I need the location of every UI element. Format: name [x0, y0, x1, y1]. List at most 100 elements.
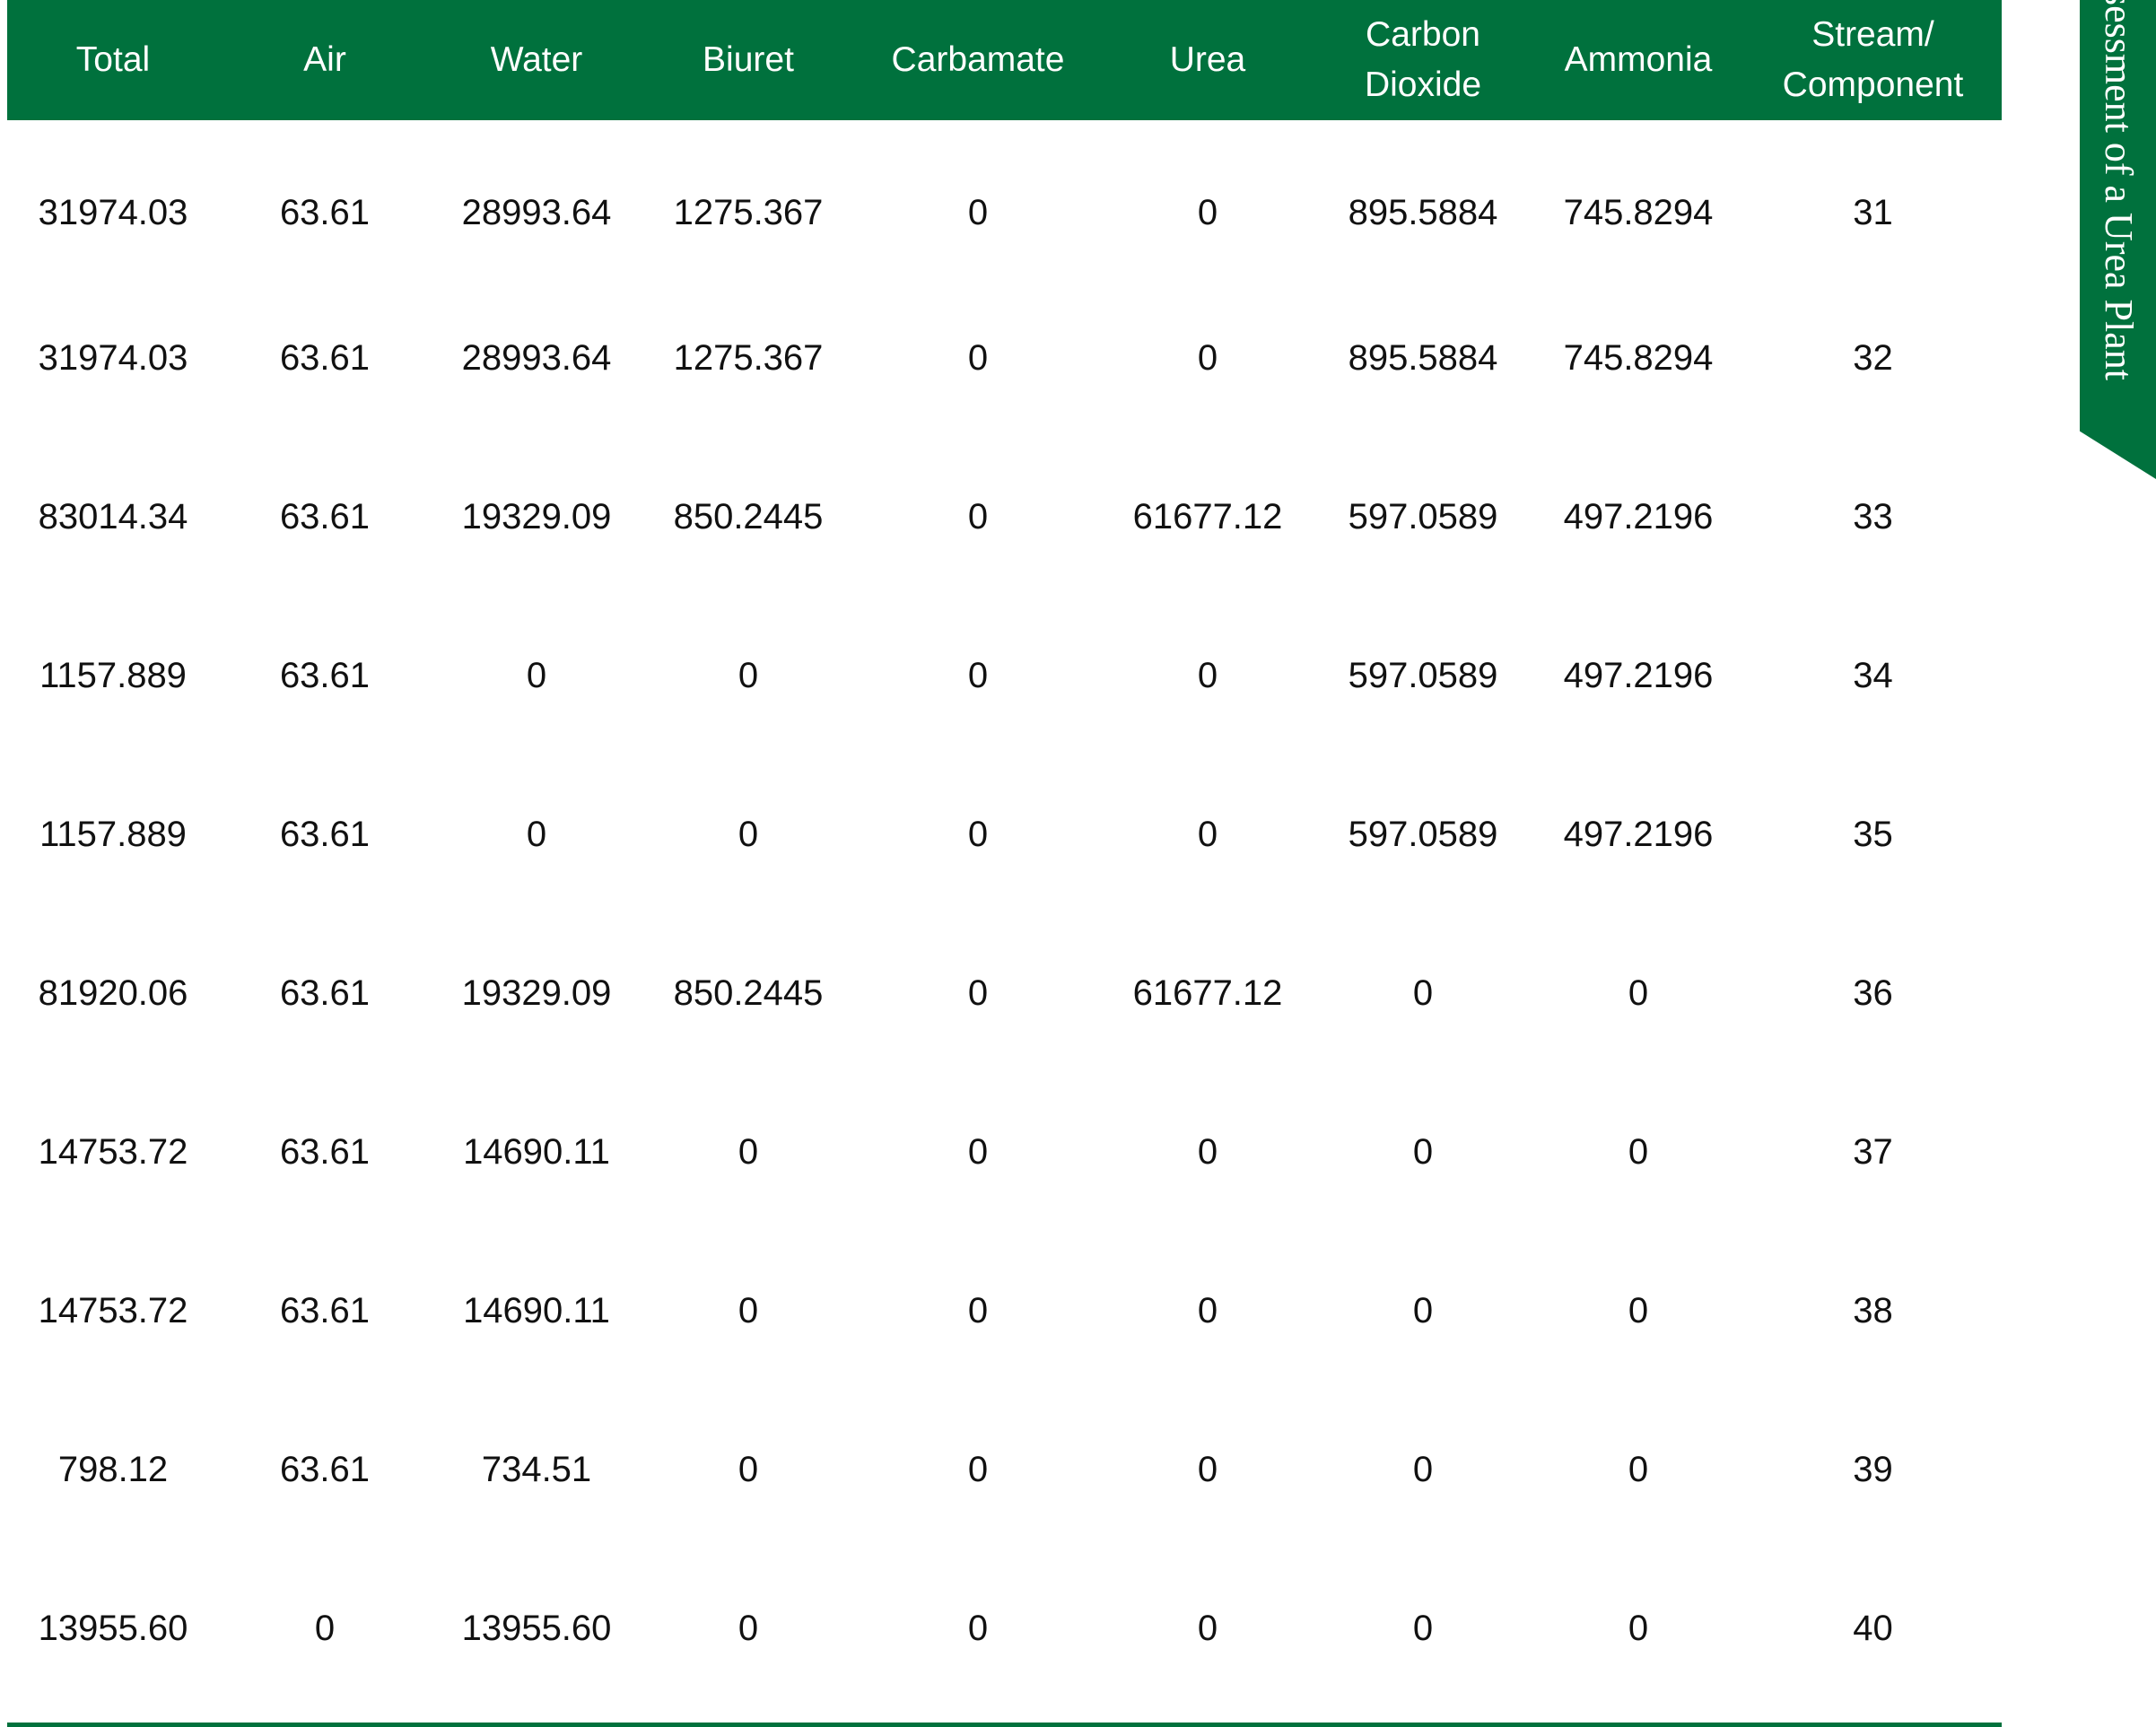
cell-air: 63.61 — [279, 815, 371, 854]
cell-carbon-dioxide: 0 — [1412, 1291, 1434, 1330]
table-row: 1157.889 63.61 0 0 0 0 597.0589 497.2196 34 — [7, 597, 2002, 755]
cell-urea: 0 — [1197, 1450, 1218, 1489]
side-chapter-tab-label-wrap: Assessment of a Urea Plant — [2080, 0, 2156, 431]
table-row: 14753.72 63.61 14690.11 0 0 0 0 0 37 — [7, 1073, 2002, 1232]
cell-carbamate: 0 — [967, 1609, 989, 1648]
cell-urea: 61677.12 — [1132, 973, 1283, 1013]
cell-stream-component: 38 — [1853, 1291, 1893, 1330]
cell-air: 63.61 — [279, 656, 371, 695]
cell-carbon-dioxide: 0 — [1412, 1450, 1434, 1489]
cell-total: 31974.03 — [38, 193, 188, 232]
cell-carbon-dioxide: 597.0589 — [1348, 815, 1498, 854]
cell-carbamate: 0 — [967, 1291, 989, 1330]
cell-carbon-dioxide: 0 — [1412, 973, 1434, 1013]
cell-water: 28993.64 — [461, 338, 612, 378]
cell-urea: 0 — [1197, 338, 1218, 378]
table-header-row: Total Air Water Biuret Carbamate Urea Ca… — [7, 0, 2002, 120]
cell-carbamate: 0 — [967, 193, 989, 232]
side-chapter-tab-label: Assessment of a Urea Plant — [2096, 0, 2141, 380]
cell-biuret: 850.2445 — [673, 497, 824, 536]
cell-water: 28993.64 — [461, 193, 612, 232]
cell-ammonia: 497.2196 — [1563, 497, 1714, 536]
cell-total: 1157.889 — [39, 815, 187, 854]
cell-biuret: 1275.367 — [673, 338, 824, 378]
table-row: 1157.889 63.61 0 0 0 0 597.0589 497.2196 35 — [7, 755, 2002, 914]
cell-carbon-dioxide: 597.0589 — [1348, 497, 1498, 536]
cell-urea: 0 — [1197, 1291, 1218, 1330]
cell-ammonia: 0 — [1628, 973, 1649, 1013]
cell-carbamate: 0 — [967, 815, 989, 854]
table-row: 31974.03 63.61 28993.64 1275.367 0 0 895.5884 7… — [7, 279, 2002, 438]
column-header-water: Water — [490, 40, 583, 79]
stream-component-table: Total Air Water Biuret Carbamate Urea Ca… — [7, 0, 2002, 1708]
cell-water: 14690.11 — [463, 1132, 610, 1172]
cell-water: 0 — [526, 815, 547, 854]
cell-carbon-dioxide: 895.5884 — [1348, 338, 1498, 378]
table-bottom-rule — [7, 1723, 2002, 1727]
cell-air: 63.61 — [279, 973, 371, 1013]
cell-carbamate: 0 — [967, 1132, 989, 1172]
cell-total: 14753.72 — [38, 1291, 188, 1330]
cell-air: 0 — [314, 1609, 336, 1648]
column-header-stream-component: Stream/ Component — [1782, 15, 1964, 104]
cell-air: 63.61 — [279, 1291, 371, 1330]
cell-carbon-dioxide: 0 — [1412, 1609, 1434, 1648]
cell-biuret: 1275.367 — [673, 193, 824, 232]
side-chapter-tab — [2080, 0, 2156, 479]
table-row: 798.12 63.61 734.51 0 0 0 0 0 39 — [7, 1391, 2002, 1549]
cell-air: 63.61 — [279, 193, 371, 232]
cell-total: 1157.889 — [39, 656, 187, 695]
cell-ammonia: 745.8294 — [1563, 338, 1714, 378]
cell-biuret: 0 — [738, 1132, 759, 1172]
cell-carbon-dioxide: 597.0589 — [1348, 656, 1498, 695]
cell-total: 81920.06 — [38, 973, 188, 1013]
cell-biuret: 0 — [738, 815, 759, 854]
cell-total: 798.12 — [57, 1450, 169, 1489]
cell-water: 14690.11 — [463, 1291, 610, 1330]
cell-urea: 0 — [1197, 656, 1218, 695]
cell-biuret: 0 — [738, 656, 759, 695]
column-header-urea: Urea — [1169, 40, 1246, 79]
cell-stream-component: 32 — [1853, 338, 1893, 378]
cell-water: 19329.09 — [461, 973, 612, 1013]
column-header-biuret: Biuret — [703, 40, 794, 79]
cell-ammonia: 0 — [1628, 1450, 1649, 1489]
cell-ammonia: 745.8294 — [1563, 193, 1714, 232]
cell-carbamate: 0 — [967, 973, 989, 1013]
cell-urea: 0 — [1197, 815, 1218, 854]
table-row: 31974.03 63.61 28993.64 1275.367 0 0 895.5884 7… — [7, 120, 2002, 279]
cell-urea: 0 — [1197, 193, 1218, 232]
cell-water: 13955.60 — [461, 1609, 612, 1648]
column-header-carbon-dioxide: Carbon Dioxide — [1364, 15, 1482, 104]
cell-water: 734.51 — [481, 1450, 592, 1489]
cell-carbamate: 0 — [967, 497, 989, 536]
cell-air: 63.61 — [279, 1132, 371, 1172]
cell-ammonia: 497.2196 — [1563, 656, 1714, 695]
table-row: 13955.60 0 13955.60 0 0 0 0 0 40 — [7, 1549, 2002, 1708]
cell-ammonia: 0 — [1628, 1609, 1649, 1648]
stream-table-container: Total Air Water Biuret Carbamate Urea Ca… — [7, 0, 2002, 1727]
cell-stream-component: 39 — [1853, 1450, 1893, 1489]
cell-total: 13955.60 — [38, 1609, 188, 1648]
cell-total: 31974.03 — [38, 338, 188, 378]
cell-ammonia: 0 — [1628, 1132, 1649, 1172]
cell-ammonia: 0 — [1628, 1291, 1649, 1330]
cell-total: 83014.34 — [38, 497, 188, 536]
cell-ammonia: 497.2196 — [1563, 815, 1714, 854]
cell-carbamate: 0 — [967, 656, 989, 695]
cell-stream-component: 33 — [1853, 497, 1893, 536]
cell-stream-component: 36 — [1853, 973, 1893, 1013]
cell-urea: 0 — [1197, 1132, 1218, 1172]
column-header-carbamate: Carbamate — [891, 40, 1065, 79]
column-header-ammonia: Ammonia — [1564, 40, 1713, 79]
table-body: 31974.03 63.61 28993.64 1275.367 0 0 895.5884 7… — [7, 120, 2002, 1708]
cell-stream-component: 40 — [1853, 1609, 1893, 1648]
cell-water: 0 — [526, 656, 547, 695]
cell-stream-component: 31 — [1853, 193, 1893, 232]
cell-carbamate: 0 — [967, 338, 989, 378]
cell-air: 63.61 — [279, 1450, 371, 1489]
cell-urea: 61677.12 — [1132, 497, 1283, 536]
cell-urea: 0 — [1197, 1609, 1218, 1648]
cell-biuret: 850.2445 — [673, 973, 824, 1013]
column-header-total: Total — [75, 40, 151, 79]
